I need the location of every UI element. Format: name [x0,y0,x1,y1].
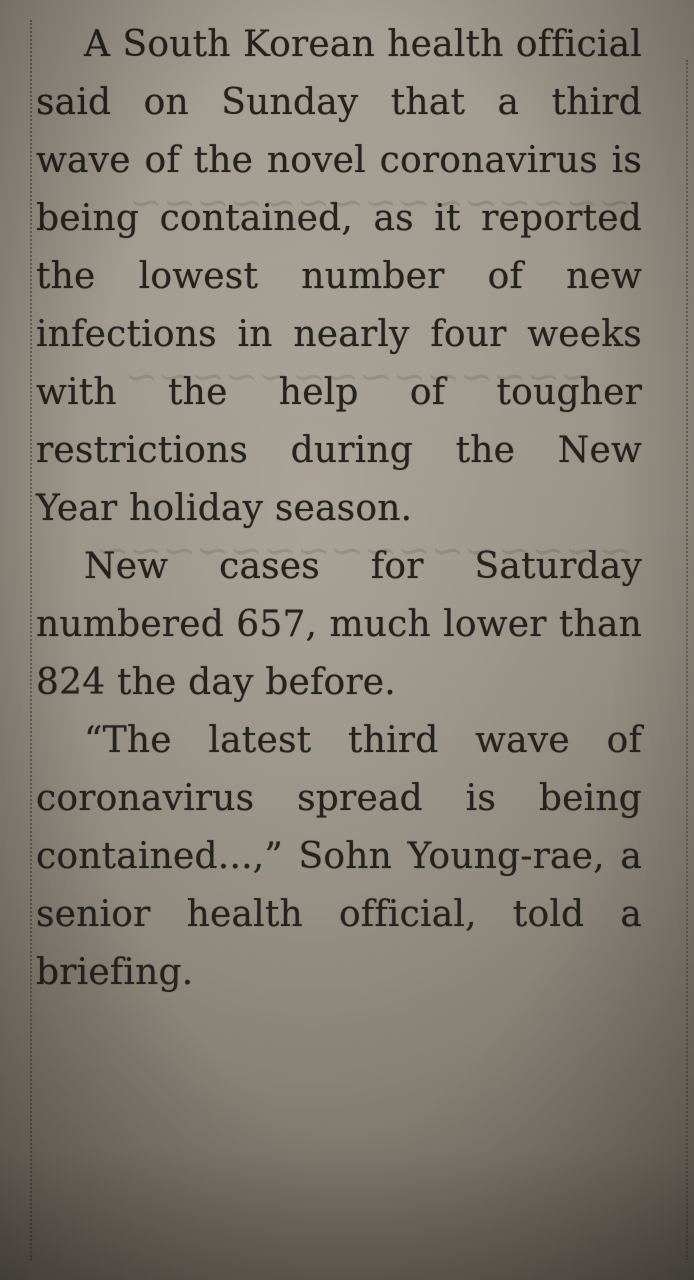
article-paragraph-1: A South Korean health official said on S… [36,24,642,529]
article-paragraph-3: “The latest third wave of coronavirus sp… [36,720,642,993]
column-divider-left [30,20,32,1260]
page-shadow [0,1150,694,1280]
column-divider-right [686,60,688,1260]
article-body: A South Korean health official said on S… [36,16,642,1002]
article-paragraph-2: New cases for Saturday numbered 657, muc… [36,546,642,703]
